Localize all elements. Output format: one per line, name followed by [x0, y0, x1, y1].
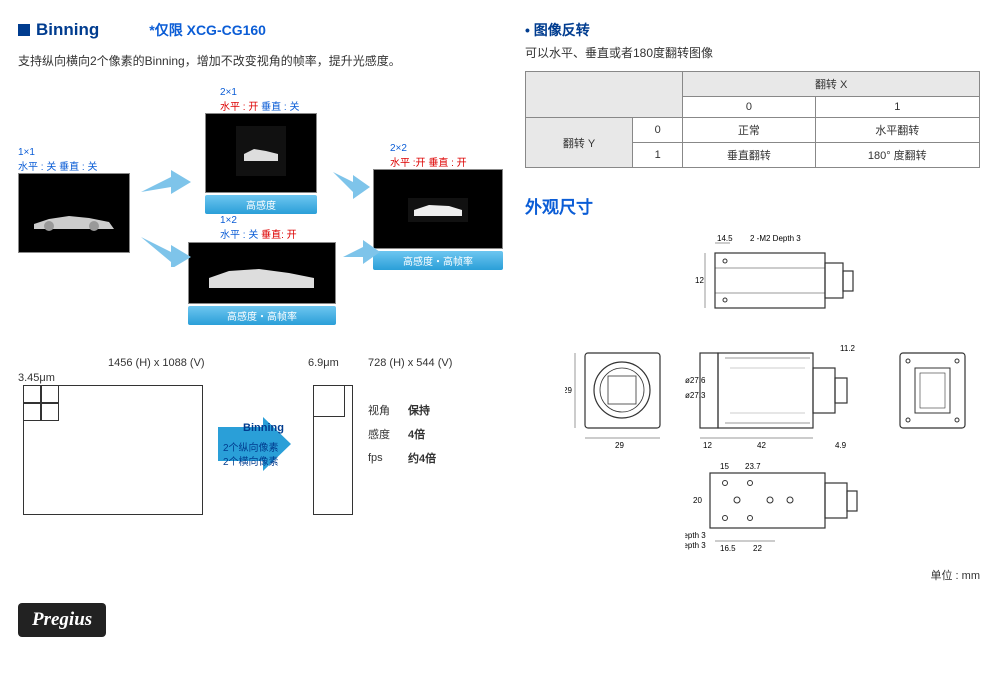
dim-rear [890, 343, 980, 453]
res1-label: 1456 (H) x 1088 (V) [108, 357, 205, 369]
svg-text:23.7: 23.7 [745, 463, 761, 471]
svg-text:ø27.6: ø27.6 [685, 376, 706, 385]
thumb-22 [373, 169, 503, 249]
mode-11-label: 1×1 水平 : 关 垂直 : 关 [18, 147, 97, 173]
thumb-12 [188, 242, 336, 304]
px1-label: 3.45μm [18, 372, 55, 384]
svg-text:20: 20 [693, 496, 702, 505]
svg-text:15: 15 [720, 463, 729, 471]
binning-desc: 支持纵向横向2个像素的Binning，增加不改变视角的帧率，提升光感度。 [18, 52, 508, 69]
dim-title: 外观尺寸 [525, 193, 980, 218]
mode-12-label: 1×2 水平 : 关 垂直: 开 [220, 215, 297, 241]
svg-text:4.9: 4.9 [835, 441, 847, 450]
dimensions-diagram: 14.5 2 -M2 Depth 3 12 29 29 ø27.6 [525, 233, 980, 583]
bin-label: Binning [243, 422, 284, 434]
dim-top: 14.5 2 -M2 Depth 3 12 [695, 233, 875, 328]
model-restriction: *仅限 XCG-CG160 [149, 20, 266, 40]
svg-text:14.5: 14.5 [717, 234, 733, 243]
mode-22-label: 2×2 水平 :开 垂直 : 开 [390, 143, 467, 169]
svg-text:12: 12 [695, 276, 704, 285]
bin-l2: 2个横向像素 [223, 453, 279, 468]
thumb-21 [205, 113, 317, 193]
flip-title: 图像反转 [525, 20, 980, 40]
spec-table: 视角保持 感度4倍 fps约4倍 [358, 397, 446, 471]
svg-text:12: 12 [703, 441, 712, 450]
mode-21-label: 2×1 水平 : 开 垂直 : 关 [220, 87, 299, 113]
svg-text:3 -M3 Depth 3: 3 -M3 Depth 3 [685, 541, 706, 550]
arrow-2 [136, 227, 196, 267]
res2-label: 728 (H) x 544 (V) [368, 357, 452, 369]
svg-text:4 -M2 Depth 3: 4 -M2 Depth 3 [685, 531, 706, 540]
binning-diagram: 1×1 水平 : 关 垂直 : 关 2×1 水平 : 开 垂直 : 关 高感度 … [18, 87, 508, 352]
svg-text:29: 29 [615, 441, 624, 450]
badge-22: 高感度・高帧率 [373, 251, 503, 270]
dim-unit: 单位 : mm [931, 567, 981, 583]
svg-text:11.2: 11.2 [840, 344, 856, 353]
binning-title: Binning [36, 20, 99, 40]
title-square [18, 24, 30, 36]
dim-front: 29 29 [565, 343, 675, 453]
svg-text:16.5: 16.5 [720, 544, 736, 553]
svg-text:29: 29 [565, 386, 572, 395]
px2-label: 6.9μm [308, 357, 339, 369]
resolution-diagram: 1456 (H) x 1088 (V) 3.45μm Binning 2个纵向像… [18, 357, 508, 522]
flip-table: 翻转 X 01 翻转 Y0正常水平翻转 1垂直翻转180° 度翻转 [525, 71, 980, 168]
svg-text:ø27.3: ø27.3 [685, 391, 706, 400]
svg-text:22: 22 [753, 544, 762, 553]
binning-header: Binning *仅限 XCG-CG160 [18, 20, 508, 40]
dim-bottom: 15 23.7 20 4 -M2 Depth 3 3 -M3 Depth 3 1… [685, 463, 915, 563]
arrow-1 [136, 162, 196, 202]
bin-l1: 2个纵向像素 [223, 439, 279, 454]
arrow-3 [328, 162, 373, 202]
dim-side: ø27.6 ø27.3 12 42 4.9 11.2 [685, 343, 885, 453]
pregius-logo: Pregius [18, 603, 106, 637]
svg-text:2 -M2 Depth 3: 2 -M2 Depth 3 [750, 234, 801, 243]
flip-desc: 可以水平、垂直或者180度翻转图像 [525, 44, 980, 61]
badge-12: 高感度・高帧率 [188, 306, 336, 325]
thumb-11 [18, 173, 130, 253]
arrow-4 [338, 227, 383, 267]
svg-text:42: 42 [757, 441, 766, 450]
badge-21: 高感度 [205, 195, 317, 214]
